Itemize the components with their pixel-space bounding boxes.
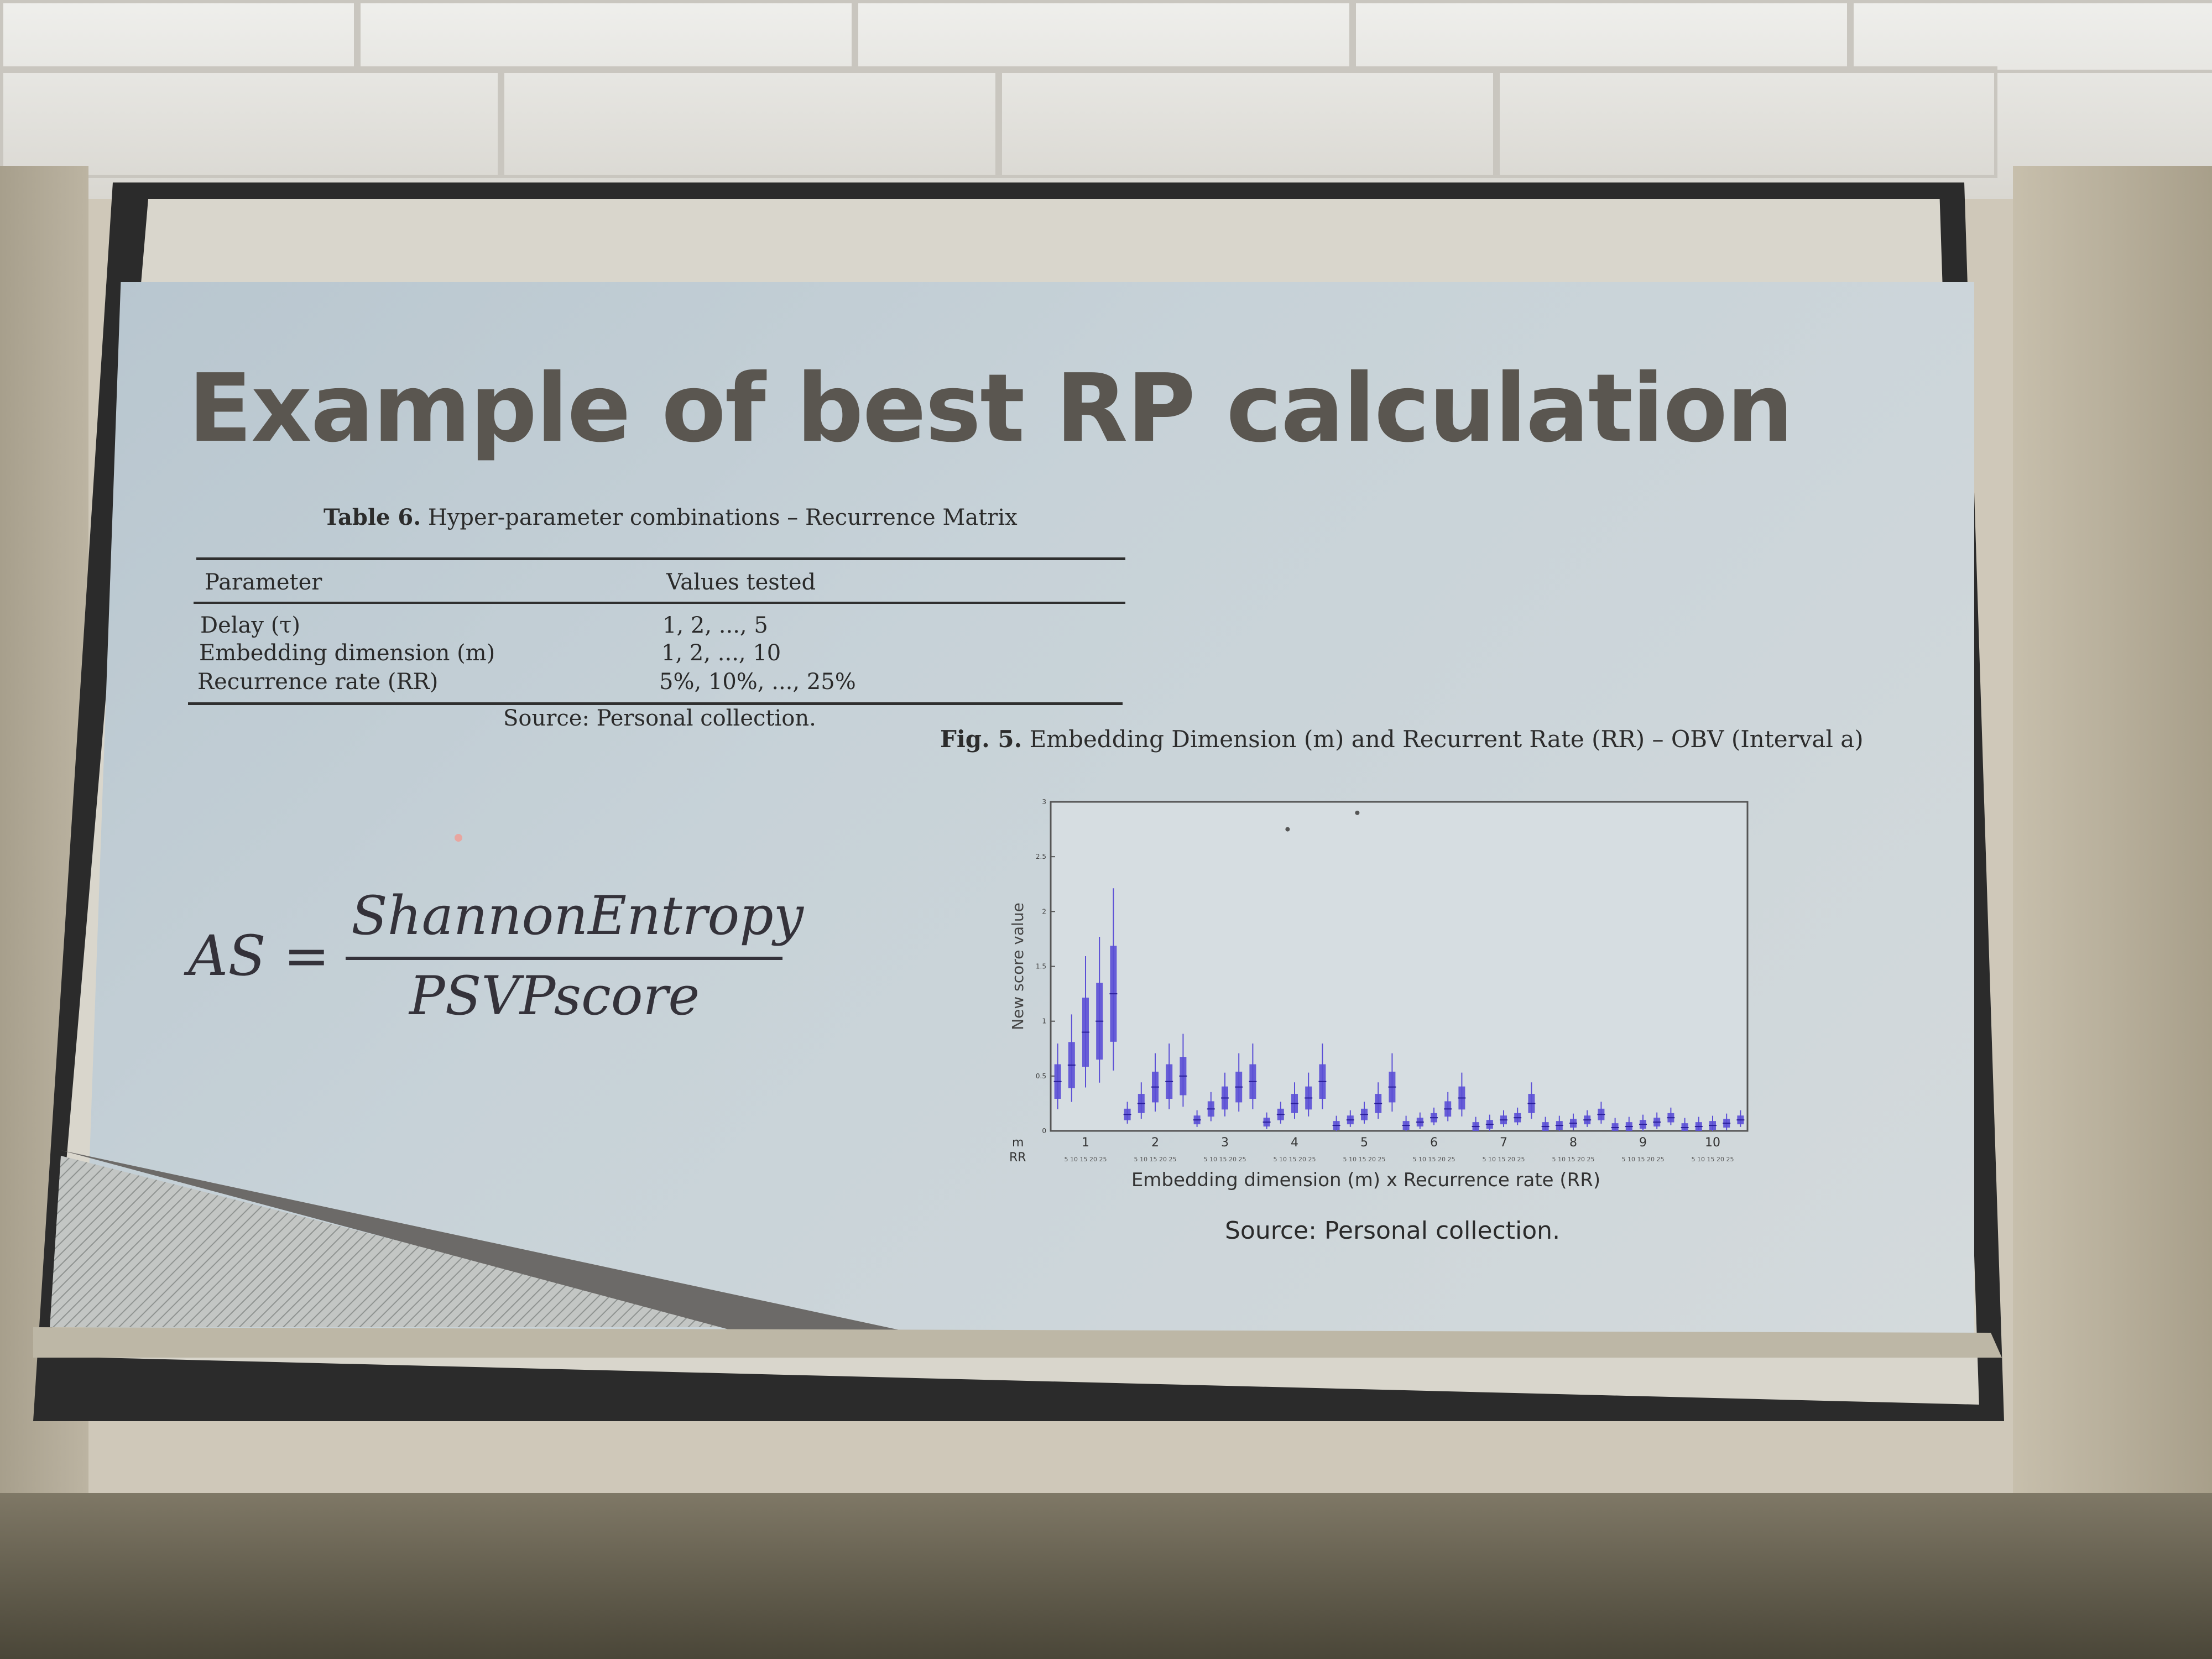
m-tick-label: 6 [1430, 1136, 1438, 1150]
slide-title: Example of best RP calculation [188, 354, 1793, 463]
m-tick-label: 3 [1221, 1136, 1229, 1150]
formula-numerator: ShannonEntropy [351, 885, 804, 947]
fraction-bar [346, 957, 782, 960]
y-axis-label: New score value [1009, 902, 1027, 1030]
rr-tick-label: 5 10 15 20 25 [1134, 1156, 1177, 1163]
table-row-values: 1, 2, ..., 10 [661, 640, 781, 666]
figure-source: Source: Personal collection. [1225, 1217, 1561, 1245]
rr-tick-label: 5 10 15 20 25 [1483, 1156, 1525, 1163]
ceiling [0, 0, 2212, 199]
m-tick-label: 10 [1705, 1136, 1720, 1150]
wall-right [2013, 166, 2212, 1548]
formula-lhs: AS = [188, 924, 330, 988]
outlier-point [1355, 810, 1360, 815]
figure-caption: Fig. 5. Embedding Dimension (m) and Recu… [940, 726, 1864, 753]
y-tick-label: 0.5 [1036, 1072, 1046, 1080]
y-tick-label: 3 [1042, 798, 1046, 806]
y-tick-label: 1 [1042, 1018, 1046, 1025]
m-tick-label: 1 [1082, 1136, 1089, 1150]
rr-tick-label: 5 10 15 20 25 [1413, 1156, 1455, 1163]
box-plot-chart: 0 0.5 1 1.5 2 2.5 3 New score value 1 5 10 15 20 … [1006, 785, 1759, 1206]
table-row-values: 1, 2, ..., 5 [662, 613, 768, 638]
y-tick-label: 1.5 [1036, 963, 1046, 971]
table-row-parameter: Delay (τ) [200, 613, 301, 638]
m-tick-label: 2 [1151, 1136, 1159, 1150]
table-source: Source: Personal collection. [503, 706, 816, 731]
table-row-parameter: Recurrence rate (RR) [197, 669, 439, 695]
m-axis-label: m [1012, 1136, 1024, 1150]
table-caption: Table 6. Hyper-parameter combinations – … [324, 504, 1018, 530]
m-tick-label: 5 [1360, 1136, 1368, 1150]
table-bottom-rule [188, 702, 1123, 705]
m-tick-label: 4 [1291, 1136, 1298, 1150]
y-tick-label: 2.5 [1036, 853, 1046, 860]
rr-axis-label: RR [1009, 1151, 1026, 1165]
rr-tick-label: 5 10 15 20 25 [1343, 1156, 1386, 1163]
rr-tick-label: 5 10 15 20 25 [1622, 1156, 1665, 1163]
table-top-rule [196, 557, 1125, 560]
chart-svg: 0 0.5 1 1.5 2 2.5 3 New score value 1 5 10 15 20 … [1009, 798, 1749, 1191]
laser-pointer-dot [455, 834, 462, 842]
table-mid-rule [194, 602, 1125, 604]
rr-tick-label: 5 10 15 20 25 [1065, 1156, 1107, 1163]
m-tick-label: 8 [1569, 1136, 1577, 1150]
y-tick-label: 0 [1042, 1127, 1046, 1135]
x-axis-label: Embedding dimension (m) x Recurrence rat… [1131, 1169, 1600, 1191]
table-header-values: Values tested [666, 570, 816, 595]
y-tick-label: 2 [1042, 907, 1046, 915]
table-row-parameter: Embedding dimension (m) [199, 640, 495, 666]
rr-tick-label: 5 10 15 20 25 [1274, 1156, 1316, 1163]
m-tick-label: 7 [1500, 1136, 1507, 1150]
rr-tick-label: 5 10 15 20 25 [1552, 1156, 1595, 1163]
lower-wall [0, 1493, 2212, 1659]
formula-denominator: PSVPscore [409, 965, 700, 1027]
rr-tick-label: 5 10 15 20 25 [1692, 1156, 1734, 1163]
m-tick-label: 9 [1639, 1136, 1647, 1150]
rr-tick-label: 5 10 15 20 25 [1204, 1156, 1246, 1163]
table-header-parameter: Parameter [205, 570, 322, 595]
outlier-point [1285, 827, 1290, 832]
table-row-values: 5%, 10%, ..., 25% [659, 669, 856, 695]
